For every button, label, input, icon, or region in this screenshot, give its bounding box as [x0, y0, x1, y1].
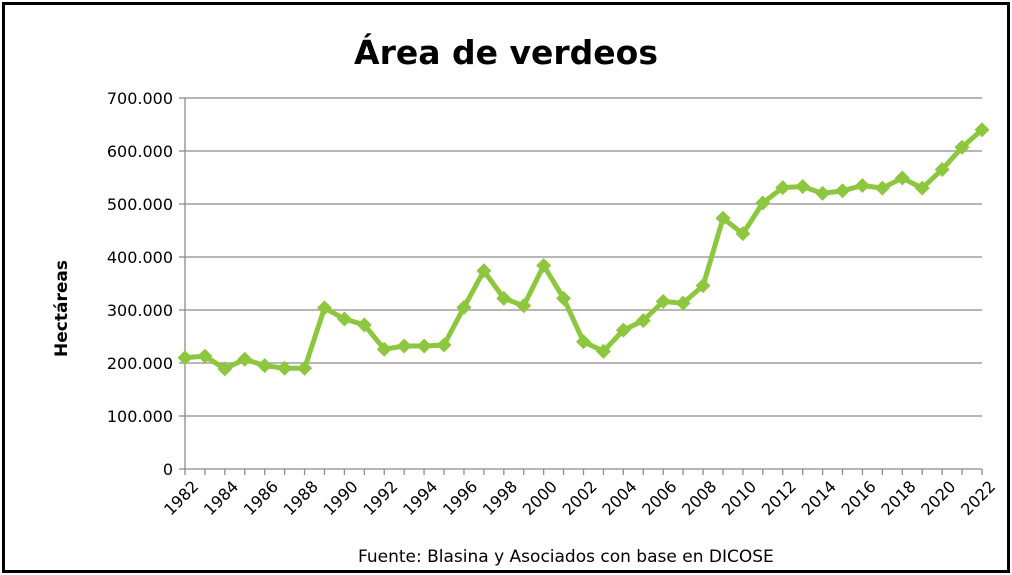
series-line: [184, 127, 984, 372]
data-point: [835, 183, 851, 199]
data-point: [356, 317, 372, 333]
gridlines: [185, 97, 982, 417]
y-tick-label: 100.000: [107, 407, 173, 426]
y-tick-label: 200.000: [107, 354, 173, 373]
x-tick-label: 2016: [838, 477, 880, 519]
data-point: [257, 358, 273, 374]
data-point: [217, 361, 233, 377]
data-point: [615, 322, 631, 338]
x-tick-label: 2014: [798, 477, 840, 519]
data-point: [874, 180, 890, 196]
data-point: [456, 299, 472, 315]
x-tick-label: 2008: [678, 477, 720, 519]
data-point: [376, 341, 392, 357]
data-point: [655, 294, 671, 310]
data-point: [396, 338, 412, 354]
y-tick-label: 400.000: [107, 248, 173, 267]
y-tick-label: 700.000: [107, 89, 173, 108]
x-tick-label: 1988: [280, 477, 322, 519]
data-point: [536, 257, 552, 273]
data-point: [894, 170, 910, 186]
x-tick-label: 2020: [917, 477, 959, 519]
x-tick-label: 2018: [877, 477, 919, 519]
data-point: [237, 351, 253, 367]
chart-source-note: Fuente: Blasina y Asociados con base en …: [358, 547, 774, 567]
y-axis-label: Hectáreas: [52, 260, 72, 357]
x-tick-label: 1986: [240, 477, 282, 519]
x-tick-label: 1994: [399, 477, 441, 519]
x-tick-label: 2000: [519, 477, 561, 519]
y-tick-labels: 0 100.000 200.000 300.000 400.000 500.000 600.…: [107, 89, 173, 479]
data-point: [436, 337, 452, 353]
data-point: [934, 162, 950, 178]
data-point: [755, 195, 771, 211]
chart-title: Área de verdeos: [354, 33, 658, 72]
data-point: [595, 343, 611, 359]
data-point: [695, 278, 711, 294]
data-point: [416, 338, 432, 354]
y-tick-label: 500.000: [107, 195, 173, 214]
data-point: [177, 350, 193, 366]
x-tick-label: 1984: [200, 477, 242, 519]
data-point: [576, 334, 591, 350]
data-markers: [177, 122, 990, 377]
data-point: [316, 300, 332, 316]
x-tick-label: 1992: [359, 477, 401, 519]
data-point: [297, 360, 313, 376]
x-tick-label: 2022: [957, 477, 999, 519]
data-point: [556, 290, 572, 306]
data-point: [675, 295, 691, 311]
data-point: [496, 290, 512, 306]
data-point: [516, 298, 532, 314]
y-tick-label: 300.000: [107, 301, 173, 320]
data-point: [476, 263, 492, 279]
data-point: [954, 139, 970, 155]
axes: [179, 97, 983, 475]
y-tick-label: 600.000: [107, 142, 173, 161]
data-point: [277, 360, 293, 376]
y-tick-label: 0: [163, 460, 173, 479]
x-tick-label: 2012: [758, 477, 800, 519]
data-point: [197, 348, 213, 364]
data-point: [336, 311, 352, 327]
data-point: [914, 180, 930, 196]
x-tick-label: 2004: [598, 477, 640, 519]
x-tick-label: 2010: [718, 477, 760, 519]
line-chart: 0 100.000 200.000 300.000 400.000 500.000 600.…: [52, 89, 999, 519]
x-tick-labels: 1982198419861988199019921994199619982000…: [160, 477, 999, 519]
data-point: [715, 210, 731, 226]
x-tick-label: 1998: [479, 477, 521, 519]
x-tick-label: 2002: [559, 477, 601, 519]
data-point: [735, 226, 751, 242]
x-tick-label: 1982: [160, 477, 202, 519]
x-tick-label: 1996: [439, 477, 481, 519]
data-point: [795, 179, 811, 195]
x-tick-label: 1990: [319, 477, 361, 519]
data-point: [635, 313, 651, 329]
x-tick-label: 2006: [638, 477, 680, 519]
data-point: [775, 180, 791, 196]
data-point: [854, 177, 870, 193]
data-point: [974, 122, 990, 138]
data-point: [815, 185, 831, 201]
